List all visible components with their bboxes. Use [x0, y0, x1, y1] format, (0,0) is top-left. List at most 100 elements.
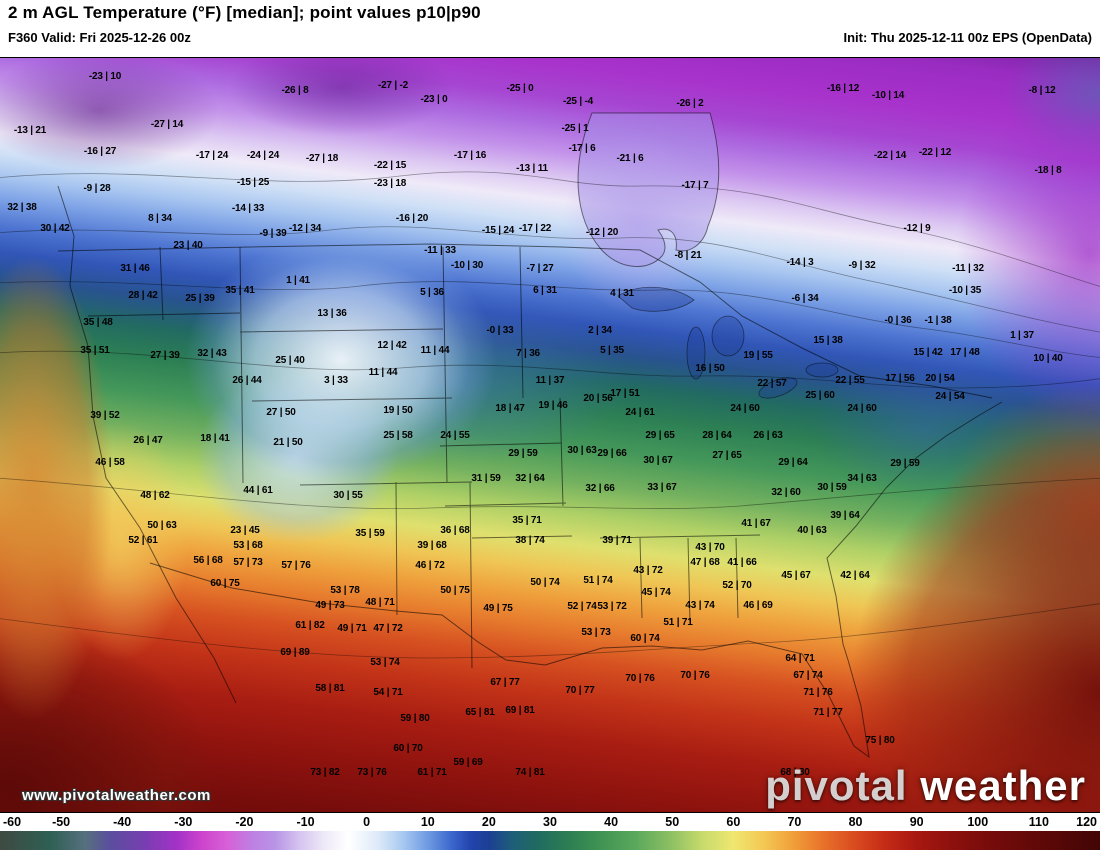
- map-canvas[interactable]: www.pivotalweather.com pivotal weather -…: [0, 57, 1100, 813]
- point-value: -10 | 35: [948, 285, 982, 296]
- point-value: 56 | 68: [193, 555, 223, 566]
- point-value: 32 | 66: [585, 483, 615, 494]
- point-value: 29 | 59: [890, 458, 920, 469]
- point-value: 39 | 68: [417, 540, 447, 551]
- point-value: 39 | 52: [90, 410, 120, 421]
- point-value: 7 | 36: [516, 348, 540, 359]
- point-value: -25 | 1: [561, 123, 589, 134]
- point-value: 32 | 38: [7, 202, 37, 213]
- point-value: 30 | 59: [817, 482, 847, 493]
- point-value: 19 | 55: [743, 350, 773, 361]
- point-value: 18 | 47: [495, 403, 525, 414]
- point-value: 47 | 68: [690, 557, 720, 568]
- point-value: -17 | 16: [453, 150, 487, 161]
- point-value: 38 | 74: [515, 535, 545, 546]
- point-value: 20 | 54: [925, 373, 955, 384]
- point-value: 60 | 70: [393, 743, 423, 754]
- point-value: 49 | 75: [483, 603, 513, 614]
- point-value: 47 | 72: [373, 623, 403, 634]
- point-value: 12 | 42: [377, 340, 407, 351]
- point-value: 35 | 71: [512, 515, 542, 526]
- point-value: 68 | 80: [780, 767, 810, 778]
- point-value: -22 | 15: [373, 160, 407, 171]
- point-value: -8 | 21: [674, 250, 702, 261]
- point-value: 30 | 42: [40, 223, 70, 234]
- point-value: 41 | 66: [727, 557, 757, 568]
- point-value: 65 | 81: [465, 707, 495, 718]
- lake-ontario-shape: [805, 362, 839, 378]
- point-value: 26 | 47: [133, 435, 163, 446]
- point-value: 32 | 64: [515, 473, 545, 484]
- point-value: 33 | 67: [647, 482, 677, 493]
- point-value: 69 | 81: [505, 705, 535, 716]
- point-value: 52 | 61: [128, 535, 158, 546]
- point-value: -17 | 6: [568, 143, 596, 154]
- point-value: 57 | 76: [281, 560, 311, 571]
- point-value: 59 | 69: [453, 757, 483, 768]
- point-value: 46 | 72: [415, 560, 445, 571]
- point-value: 24 | 55: [440, 430, 470, 441]
- point-value: 26 | 44: [232, 375, 262, 386]
- point-value: 52 | 74: [567, 601, 597, 612]
- point-value: -18 | 8: [1034, 165, 1062, 176]
- point-value: 74 | 81: [515, 767, 545, 778]
- point-value: 23 | 45: [230, 525, 260, 536]
- point-value: 20 | 56: [583, 393, 613, 404]
- point-value: 39 | 64: [830, 510, 860, 521]
- colorbar-tick-label: -10: [296, 815, 315, 829]
- point-value: -13 | 21: [13, 125, 47, 136]
- point-value: -22 | 12: [918, 147, 952, 158]
- map-borders-overlay: [0, 112, 1100, 759]
- point-value: -9 | 39: [259, 228, 287, 239]
- point-value: -17 | 7: [681, 180, 709, 191]
- point-value: 18 | 41: [200, 433, 230, 444]
- point-value: 6 | 31: [533, 285, 557, 296]
- point-value: 41 | 67: [741, 518, 771, 529]
- point-value: -12 | 34: [288, 223, 322, 234]
- point-value: 31 | 59: [471, 473, 501, 484]
- point-value: 34 | 63: [847, 473, 877, 484]
- point-value: -16 | 20: [395, 213, 429, 224]
- colorbar-tick-label: -40: [113, 815, 132, 829]
- point-value: 28 | 64: [702, 430, 732, 441]
- point-value: 57 | 73: [233, 557, 263, 568]
- point-value: 35 | 41: [225, 285, 255, 296]
- point-value: 51 | 74: [583, 575, 613, 586]
- point-value: 29 | 64: [778, 457, 808, 468]
- point-value: 25 | 40: [275, 355, 305, 366]
- point-value: 11 | 44: [420, 345, 450, 356]
- colorbar-tick-label: 0: [363, 815, 371, 829]
- point-value: 28 | 42: [128, 290, 158, 301]
- point-value: 71 | 76: [803, 687, 833, 698]
- point-value: 19 | 46: [538, 400, 568, 411]
- point-value: 43 | 70: [695, 542, 725, 553]
- point-value: 73 | 76: [357, 767, 387, 778]
- point-value: 24 | 61: [625, 407, 655, 418]
- colorbar-tick-label: 80: [848, 815, 863, 829]
- point-value: 73 | 82: [310, 767, 340, 778]
- point-value: -8 | 12: [1028, 85, 1056, 96]
- point-value: 24 | 60: [730, 403, 760, 414]
- point-value: 46 | 58: [95, 457, 125, 468]
- colorbar-tick-label: 60: [726, 815, 741, 829]
- temp-contour: [0, 171, 1100, 287]
- point-value: -25 | -4: [562, 96, 594, 107]
- point-value: 35 | 59: [355, 528, 385, 539]
- west-coastline: [57, 185, 237, 704]
- colorbar-tick-label: -20: [235, 815, 254, 829]
- point-value: 30 | 63: [567, 445, 597, 456]
- point-value: 48 | 62: [140, 490, 170, 501]
- point-value: 25 | 39: [185, 293, 215, 304]
- page-title: 2 m AGL Temperature (°F) [median]; point…: [8, 3, 481, 22]
- point-value: 15 | 42: [913, 347, 943, 358]
- point-value: 45 | 67: [781, 570, 811, 581]
- colorbar-tick-label: 10: [420, 815, 435, 829]
- point-value: 11 | 44: [368, 367, 398, 378]
- colorbar-tick-label: 120: [1076, 815, 1097, 829]
- lake-huron-shape: [711, 315, 745, 357]
- point-value: 53 | 78: [330, 585, 360, 596]
- point-value: 61 | 71: [417, 767, 447, 778]
- colorbar-tick-label: 30: [543, 815, 557, 829]
- point-value: -9 | 28: [83, 183, 111, 194]
- point-value: 40 | 63: [797, 525, 827, 536]
